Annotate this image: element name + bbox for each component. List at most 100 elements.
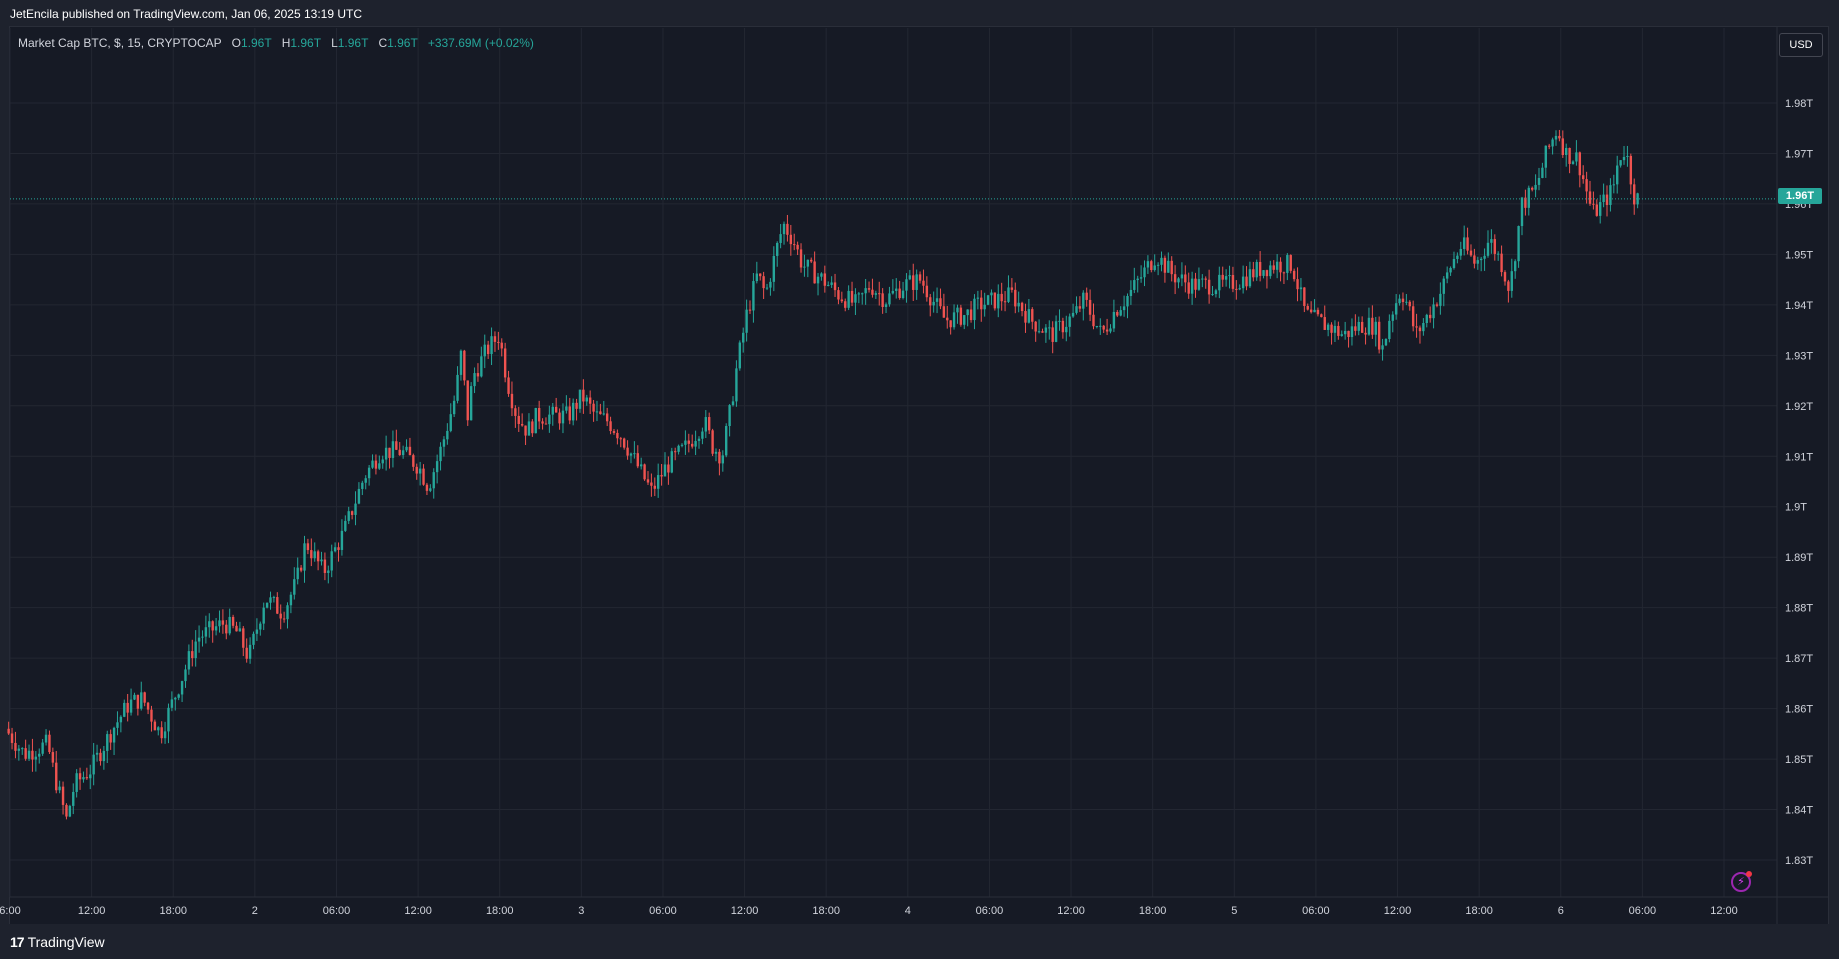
candle-body [116, 722, 119, 728]
candle-body [786, 223, 789, 235]
candle-body [418, 468, 422, 474]
candle-body [1262, 270, 1265, 276]
candle-body [616, 432, 619, 439]
candle-body [650, 482, 653, 486]
candle-body [660, 475, 663, 477]
currency-button[interactable]: USD [1779, 33, 1823, 57]
candle-body [878, 293, 881, 295]
candle-body [1122, 306, 1126, 311]
candle-body [24, 748, 27, 759]
candle-body [1405, 301, 1408, 303]
candle-body [1432, 304, 1435, 319]
y-tick-label: 1.94T [1785, 300, 1813, 312]
candle-body [17, 748, 21, 751]
candle-body [1245, 276, 1248, 287]
candle-body [1592, 203, 1595, 205]
candle-body [779, 234, 782, 243]
candle-body [143, 692, 146, 703]
candle-body [490, 336, 493, 355]
x-tick-label: 3 [578, 905, 584, 917]
candle-body [483, 344, 486, 357]
candle-body [963, 315, 966, 325]
candle-body [1537, 177, 1541, 185]
candle-body [1330, 324, 1333, 333]
candle-body [1048, 327, 1051, 329]
candle-body [793, 244, 796, 246]
candle-body [1354, 326, 1357, 331]
candle-body [1490, 239, 1493, 243]
lightning-icon[interactable]: ⚡ [1731, 871, 1752, 892]
candle-body [1350, 326, 1354, 338]
candle-body [214, 626, 218, 631]
candle-body [1554, 135, 1558, 140]
candle-body [422, 468, 425, 485]
candle-body [286, 605, 289, 620]
candle-body [1224, 276, 1228, 280]
candle-body [1456, 255, 1459, 259]
candle-body [38, 753, 41, 757]
candle-body [976, 297, 980, 299]
candle-body [782, 223, 786, 235]
candle-body [548, 414, 551, 425]
candle-body [1024, 311, 1027, 323]
legend-open-value: 1.96T [240, 36, 272, 50]
candle-body [306, 543, 310, 551]
candle-body [929, 297, 932, 306]
candle-body [531, 421, 534, 434]
candle-body [333, 547, 337, 552]
candle-body [303, 543, 306, 571]
candle-body [1058, 320, 1061, 322]
candle-body [663, 464, 667, 477]
candle-body [656, 475, 660, 489]
candle-body [759, 273, 762, 277]
candle-body [544, 423, 548, 425]
candle-body [912, 275, 915, 290]
candle-body [197, 637, 201, 642]
candle-body [1207, 279, 1211, 295]
candle-body [986, 295, 990, 305]
candle-body [82, 777, 85, 780]
candle-body [946, 317, 949, 321]
candle-body [272, 597, 276, 599]
candle-body [1275, 261, 1279, 270]
candle-body [95, 752, 99, 755]
candle-body [588, 397, 592, 404]
last-price-label: 1.96T [1778, 188, 1822, 204]
candle-body [350, 511, 354, 515]
candle-body [1173, 274, 1177, 283]
candle-body [646, 479, 650, 483]
x-tick-label: 18:00 [1465, 905, 1493, 917]
candle-body [765, 287, 769, 289]
candle-body [469, 386, 473, 421]
candle-body [276, 597, 279, 614]
tradingview-logo[interactable]: 17 TradingView [10, 934, 105, 950]
candle-body [537, 407, 541, 422]
candle-body [1163, 257, 1167, 273]
chart-pane[interactable] [9, 26, 1829, 925]
candle-body [245, 647, 248, 659]
candle-body [1272, 265, 1275, 270]
candle-body [208, 621, 211, 628]
candle-body [1306, 305, 1309, 310]
candle-body [884, 304, 888, 308]
candle-body [432, 472, 435, 489]
candle-body [429, 488, 432, 491]
candle-body [1160, 257, 1163, 265]
candle-body [507, 377, 510, 394]
candle-body [177, 694, 180, 698]
candle-body [1435, 304, 1439, 306]
candle-body [857, 293, 861, 295]
candle-body [776, 242, 779, 256]
candle-body [643, 464, 646, 480]
candle-body [412, 455, 415, 467]
candle-body [310, 550, 313, 559]
candle-body [1384, 339, 1388, 346]
candle-body [1408, 301, 1411, 307]
candle-body [1561, 138, 1565, 156]
x-tick-label: 12:00 [731, 905, 759, 917]
x-tick-label: 6:00 [0, 905, 21, 917]
candle-body [1092, 314, 1095, 327]
y-tick-label: 1.85T [1785, 754, 1813, 766]
candle-body [1105, 329, 1109, 332]
